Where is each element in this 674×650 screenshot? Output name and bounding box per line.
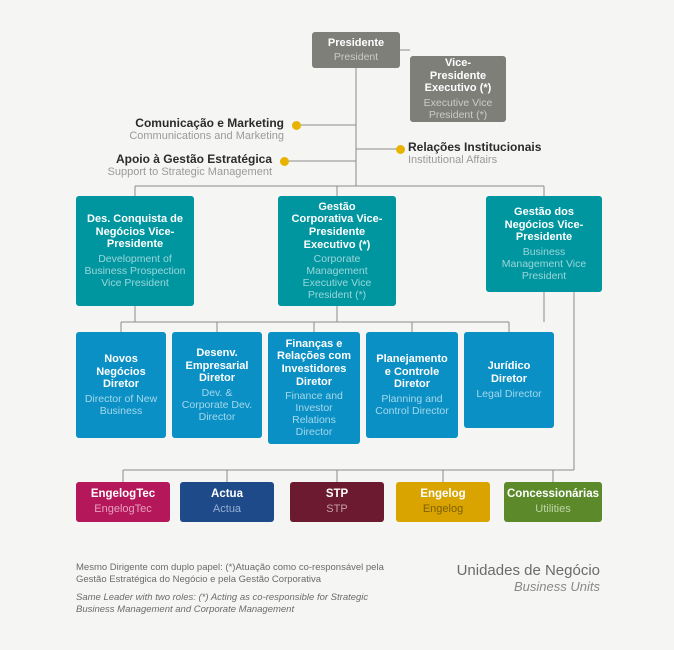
business-units-label: Unidades de Negócio Business Units	[457, 562, 600, 594]
staff-comm-pt: Comunicação e Marketing	[98, 116, 284, 130]
box-director-planning: Planejamento e Controle Diretor Planning…	[366, 332, 458, 438]
vp3-pt: Gestão dos Negócios Vice-Presidente	[494, 206, 594, 244]
bu3-en: STP	[326, 503, 347, 516]
box-vp-business-prospection: Des. Conquista de Negócios Vice-Presiden…	[76, 196, 194, 306]
staff-comm-en: Communications and Marketing	[98, 130, 284, 142]
box-vp-business-management: Gestão dos Negócios Vice-Presidente Busi…	[486, 196, 602, 292]
footnote: Mesmo Dirigente com duplo papel: (*)Atua…	[76, 562, 396, 616]
box-bu-actua: Actua Actua	[180, 482, 274, 522]
bu1-pt: EngelogTec	[91, 488, 155, 501]
bu5-pt: Concessionárias	[507, 488, 599, 501]
connector-lines	[0, 0, 674, 650]
staff-communications: Comunicação e Marketing Communications a…	[98, 116, 284, 142]
vp1-pt: Des. Conquista de Negócios Vice-Presiden…	[84, 213, 186, 251]
box-president: Presidente President	[312, 32, 400, 68]
bu2-en: Actua	[213, 503, 241, 516]
box-bu-engelogtec: EngelogTec EngelogTec	[76, 482, 170, 522]
staff-strategic-support: Apoio à Gestão Estratégica Support to St…	[72, 152, 272, 178]
dot-icon	[280, 157, 289, 166]
staff-institutional: Relações Institucionais Institutional Af…	[408, 140, 588, 166]
evp-en: Executive Vice President (*)	[418, 97, 498, 121]
president-en: President	[334, 51, 378, 63]
d5-pt: Jurídico Diretor	[472, 360, 546, 385]
box-executive-vp: Vice-Presidente Executivo (*) Executive …	[410, 56, 506, 122]
d4-en: Planning and Control Director	[374, 393, 450, 417]
d5-en: Legal Director	[476, 388, 541, 400]
bu-label-en: Business Units	[457, 579, 600, 594]
box-bu-utilities: Concessionárias Utilities	[504, 482, 602, 522]
dot-icon	[292, 121, 301, 130]
bu5-en: Utilities	[535, 503, 570, 516]
vp2-pt: Gestão Corporativa Vice-Presidente Execu…	[286, 201, 388, 252]
d4-pt: Planejamento e Controle Diretor	[374, 353, 450, 391]
vp2-en: Corporate Management Executive Vice Pres…	[286, 253, 388, 301]
bu4-en: Engelog	[423, 503, 463, 516]
vp1-en: Development of Business Prospection Vice…	[84, 253, 186, 289]
staff-supp-en: Support to Strategic Management	[72, 166, 272, 178]
box-director-corporate-dev: Desenv. Empresarial Diretor Dev. & Corpo…	[172, 332, 262, 438]
box-director-new-business: Novos Negócios Diretor Director of New B…	[76, 332, 166, 438]
footnote-en: Same Leader with two roles: (*) Acting a…	[76, 592, 396, 616]
d2-pt: Desenv. Empresarial Diretor	[180, 347, 254, 385]
box-director-legal: Jurídico Diretor Legal Director	[464, 332, 554, 428]
staff-inst-pt: Relações Institucionais	[408, 140, 588, 154]
bu3-pt: STP	[326, 488, 348, 501]
staff-inst-en: Institutional Affairs	[408, 154, 588, 166]
org-chart-canvas: Presidente President Vice-Presidente Exe…	[0, 0, 674, 650]
bu1-en: EngelogTec	[94, 503, 152, 516]
box-bu-engelog: Engelog Engelog	[396, 482, 490, 522]
dot-icon	[396, 145, 405, 154]
footnote-pt: Mesmo Dirigente com duplo papel: (*)Atua…	[76, 562, 384, 585]
d2-en: Dev. & Corporate Dev. Director	[180, 387, 254, 423]
evp-pt: Vice-Presidente Executivo (*)	[418, 57, 498, 95]
bu4-pt: Engelog	[420, 488, 465, 501]
vp3-en: Business Management Vice President	[494, 246, 594, 282]
box-vp-corporate-management: Gestão Corporativa Vice-Presidente Execu…	[278, 196, 396, 306]
box-bu-stp: STP STP	[290, 482, 384, 522]
d1-pt: Novos Negócios Diretor	[84, 353, 158, 391]
bu-label-pt: Unidades de Negócio	[457, 562, 600, 579]
d3-en: Finance and Investor Relations Director	[276, 390, 352, 438]
staff-supp-pt: Apoio à Gestão Estratégica	[72, 152, 272, 166]
d1-en: Director of New Business	[84, 393, 158, 417]
president-pt: Presidente	[328, 37, 384, 50]
box-director-finance-ir: Finanças e Relações com Investidores Dir…	[268, 332, 360, 444]
d3-pt: Finanças e Relações com Investidores Dir…	[276, 338, 352, 389]
bu2-pt: Actua	[211, 488, 243, 501]
